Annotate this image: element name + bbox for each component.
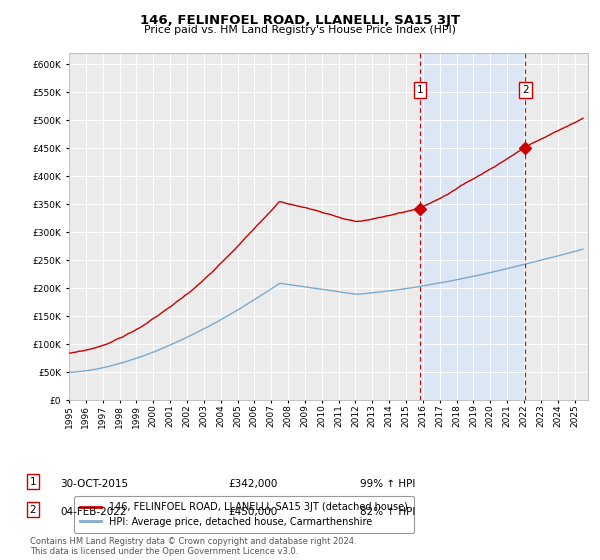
Legend: 146, FELINFOEL ROAD, LLANELLI, SA15 3JT (detached house), HPI: Average price, de: 146, FELINFOEL ROAD, LLANELLI, SA15 3JT … <box>74 496 413 533</box>
Text: 04-FEB-2022: 04-FEB-2022 <box>60 507 127 517</box>
Text: 1: 1 <box>416 85 424 95</box>
Text: £342,000: £342,000 <box>228 479 277 489</box>
Text: This data is licensed under the Open Government Licence v3.0.: This data is licensed under the Open Gov… <box>30 547 298 556</box>
Text: 30-OCT-2015: 30-OCT-2015 <box>60 479 128 489</box>
Bar <box>420 53 526 400</box>
Text: 2: 2 <box>29 505 37 515</box>
Text: 2: 2 <box>522 85 529 95</box>
Text: 1: 1 <box>29 477 37 487</box>
Text: £450,000: £450,000 <box>228 507 277 517</box>
Text: 146, FELINFOEL ROAD, LLANELLI, SA15 3JT: 146, FELINFOEL ROAD, LLANELLI, SA15 3JT <box>140 14 460 27</box>
Text: Contains HM Land Registry data © Crown copyright and database right 2024.: Contains HM Land Registry data © Crown c… <box>30 537 356 546</box>
Text: 99% ↑ HPI: 99% ↑ HPI <box>360 479 415 489</box>
Text: 82% ↑ HPI: 82% ↑ HPI <box>360 507 415 517</box>
Text: Price paid vs. HM Land Registry's House Price Index (HPI): Price paid vs. HM Land Registry's House … <box>144 25 456 35</box>
